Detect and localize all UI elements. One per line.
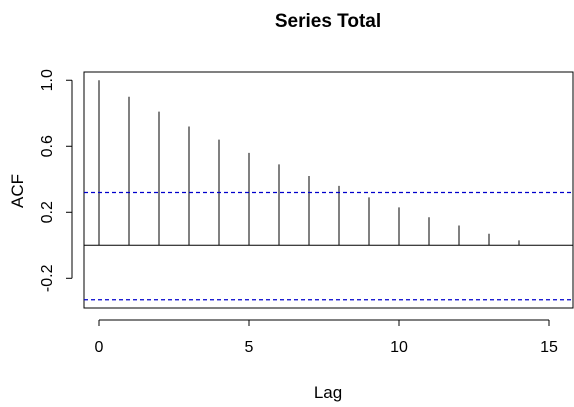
plot-frame: [83, 71, 574, 309]
acf-bars: [98, 80, 520, 246]
x-tick-label: 5: [245, 339, 254, 356]
x-tick-label: 0: [95, 339, 104, 356]
chart-title: Series Total: [275, 11, 381, 32]
y-tick-label: -0.2: [39, 264, 56, 292]
y-tick-label: 0.2: [39, 201, 56, 223]
y-tick-label: 0.6: [39, 135, 56, 157]
y-axis: -0.2 0.2 0.6 1.0: [39, 69, 73, 292]
x-axis-label: Lag: [314, 383, 342, 402]
x-tick-label: 10: [390, 339, 408, 356]
confidence-bounds: [84, 191, 573, 301]
y-axis-label: ACF: [8, 174, 27, 208]
y-tick-label: 1.0: [39, 69, 56, 91]
x-axis: 0 5 10 15: [95, 319, 558, 356]
x-tick-label: 15: [540, 339, 558, 356]
